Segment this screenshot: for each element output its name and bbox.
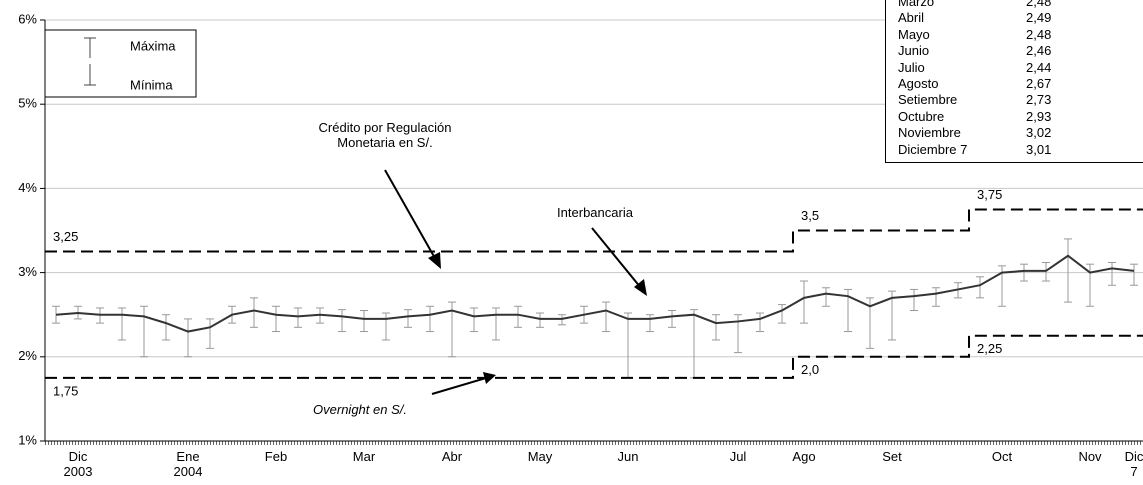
y-tick-label: 5% [18,96,37,111]
table-row: Noviembre 3,02 [898,125,1143,141]
x-tick-label: Nov [1078,449,1102,464]
table-row: Diciembre 7 3,01 [898,142,1143,158]
table-cell: Octubre [898,108,945,124]
table-row: Agosto 2,67 [898,76,1143,92]
table-cell: 2,48 [1026,26,1052,42]
table-row: Marzo 2,48 [898,0,1143,10]
table-row: Octubre 2,93 [898,109,1143,125]
x-tick-label: Jun [617,449,639,464]
table-row: Julio 2,44 [898,60,1143,76]
x-tick-label: Jul [729,449,747,464]
table-cell: Abril [898,10,925,26]
table-cell: 2,48 [1026,0,1052,9]
policy-band [45,334,1143,379]
value-label: 3,25 [53,229,78,244]
table-cell: 2,44 [1026,59,1052,75]
y-tick-label: 3% [18,264,37,279]
table-row: Setiembre 2,73 [898,92,1143,108]
table-cell: Setiembre [898,92,958,108]
x-tick-label: Set [882,449,902,464]
y-tick-label: 1% [18,432,37,447]
legend-label: Mínima [130,77,173,92]
arrows [384,169,647,395]
table-cell: 3,01 [1026,141,1052,157]
x-tick-label: May [527,449,553,464]
table-cell: 2,46 [1026,43,1052,59]
annotation: Crédito por Regulación Monetaria en S/. [318,120,452,150]
value-label: 2,0 [801,362,819,377]
table-cell: Mayo [898,26,930,42]
legend-icons [84,37,96,86]
y-tick-label: 2% [18,348,37,363]
table-cell: 2,67 [1026,75,1052,91]
marks [45,208,1143,379]
x-tick-label: Dic 7 [1124,449,1143,479]
table-cell: Junio [898,43,930,59]
y-tick-label: 6% [18,11,37,26]
minor-ticks [45,441,1143,445]
y-tick-label: 4% [18,180,37,195]
value-label: 1,75 [53,383,78,398]
x-tick-label: Ago [792,449,816,464]
table-cell: Julio [898,59,925,75]
value-label: 2,25 [977,341,1002,356]
value-label: 3,5 [801,208,819,223]
x-tick-label: Mar [352,449,376,464]
interbank-line [55,254,1135,333]
x-tick-label: Feb [264,449,288,464]
table-cell: Noviembre [898,125,961,141]
table-cell: 2,93 [1026,108,1052,124]
table-row: Mayo 2,48 [898,27,1143,43]
legend-box [44,29,197,98]
x-tick-label: Ene 2004 [173,449,203,479]
annotation: Interbancaria [557,205,633,220]
table-row: Abril 2,49 [898,10,1143,26]
x-tick-label: Dic 2003 [63,449,93,479]
policy-band [45,208,1143,253]
annotation: Overnight en S/. [313,402,407,417]
table-cell: Diciembre 7 [898,141,968,157]
value-label: 3,75 [977,187,1002,202]
x-tick-label: Abr [441,449,463,464]
table-cell: 2,49 [1026,10,1052,26]
table-cell: Marzo [898,0,935,9]
table-cell: Agosto [898,75,939,91]
legend-label: Máxima [130,38,176,53]
table-cell: 2,73 [1026,92,1052,108]
table-row: Junio 2,46 [898,43,1143,59]
x-tick-label: Oct [991,449,1013,464]
table-cell: 3,02 [1026,125,1052,141]
monthly-table: Marzo 2,48 Abril 2,49 Mayo 2,48 Junio 2,46 Julio… [885,0,1143,163]
